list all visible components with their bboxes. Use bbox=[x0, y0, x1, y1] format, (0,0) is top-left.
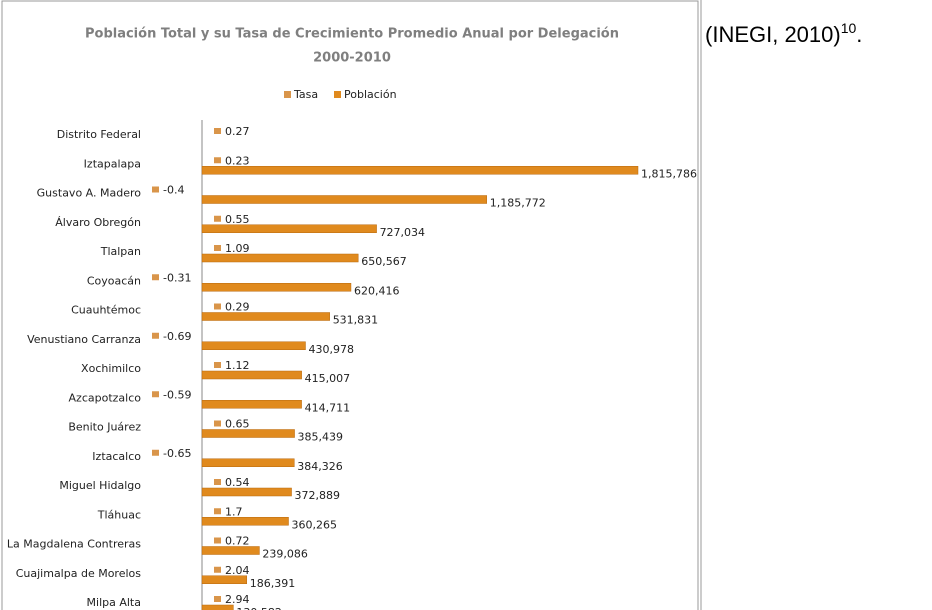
tasa-label-key bbox=[214, 596, 221, 602]
poblacion-label: 1,815,786 bbox=[641, 167, 697, 180]
category-label: Cuauhtémoc bbox=[71, 304, 141, 317]
category-label: Miguel Hidalgo bbox=[59, 479, 141, 492]
tasa-label: 0.27 bbox=[225, 125, 250, 138]
category-label: Cuajimalpa de Morelos bbox=[16, 567, 142, 580]
category-label: Distrito Federal bbox=[57, 128, 141, 141]
poblacion-bar bbox=[201, 429, 295, 438]
legend-swatch bbox=[284, 91, 291, 98]
poblacion-label: 1,185,772 bbox=[490, 197, 546, 210]
chart-frame bbox=[1, 0, 699, 610]
tasa-label: 0.55 bbox=[225, 213, 250, 226]
tasa-label: 0.65 bbox=[225, 418, 250, 431]
tasa-label-key bbox=[214, 245, 221, 251]
citation-end: . bbox=[856, 22, 862, 47]
tasa-label-key bbox=[214, 362, 221, 368]
category-label: Álvaro Obregón bbox=[55, 216, 141, 229]
tasa-label-key bbox=[152, 332, 159, 339]
tasa-label-key bbox=[214, 215, 221, 222]
poblacion-label: 415,007 bbox=[305, 372, 351, 385]
tasa-label: -0.65 bbox=[163, 447, 191, 460]
poblacion-bar bbox=[201, 575, 248, 584]
poblacion-label: 384,326 bbox=[297, 460, 343, 473]
tasa-label: -0.69 bbox=[163, 330, 191, 343]
poblacion-bar bbox=[201, 224, 377, 233]
poblacion-label: 186,391 bbox=[250, 577, 296, 590]
poblacion-bar bbox=[201, 195, 487, 204]
tasa-label-key bbox=[214, 537, 221, 544]
citation-sup: 10 bbox=[841, 20, 857, 36]
poblacion-label: 130,582 bbox=[236, 606, 281, 610]
tasa-label-key bbox=[152, 274, 159, 281]
tasa-label: 0.54 bbox=[225, 476, 250, 489]
tasa-label: 0.23 bbox=[225, 154, 250, 167]
category-label: Iztacalco bbox=[92, 450, 141, 463]
tasa-label: 2.04 bbox=[225, 564, 250, 577]
poblacion-label: 727,034 bbox=[380, 226, 426, 239]
poblacion-label: 239,086 bbox=[262, 548, 308, 561]
category-label: Iztapalapa bbox=[84, 157, 141, 170]
category-label: Xochimilco bbox=[81, 362, 141, 375]
legend-label: Población bbox=[344, 88, 397, 101]
chart-title: Población Total y su Tasa de Crecimiento… bbox=[85, 27, 619, 42]
poblacion-label: 620,416 bbox=[354, 284, 400, 297]
tasa-label-key bbox=[152, 186, 159, 193]
legend-swatch bbox=[334, 91, 341, 98]
poblacion-bar bbox=[201, 487, 292, 497]
tasa-label-key bbox=[214, 566, 221, 573]
poblacion-bar bbox=[201, 400, 302, 409]
tasa-label: 1.7 bbox=[225, 505, 243, 518]
category-label: Venustiano Carranza bbox=[27, 333, 141, 346]
poblacion-label: 360,265 bbox=[292, 518, 338, 531]
category-label: Tláhuac bbox=[97, 508, 141, 521]
tasa-label: 0.72 bbox=[225, 535, 250, 548]
tasa-label-key bbox=[214, 128, 221, 134]
category-label: Azcapotzalco bbox=[69, 391, 142, 404]
tasa-label-key bbox=[152, 449, 159, 456]
category-label: La Magdalena Contreras bbox=[7, 538, 141, 551]
category-label: Gustavo A. Madero bbox=[37, 187, 142, 200]
tasa-label: 2.94 bbox=[225, 593, 250, 606]
legend-label: Tasa bbox=[293, 88, 318, 101]
poblacion-label: 531,831 bbox=[333, 314, 379, 327]
category-label: Benito Juárez bbox=[68, 421, 141, 434]
poblacion-label: 650,567 bbox=[361, 255, 407, 268]
tasa-label: -0.31 bbox=[163, 271, 191, 284]
tasa-label: 1.12 bbox=[225, 359, 250, 372]
poblacion-bar bbox=[201, 283, 352, 292]
category-label: Milpa Alta bbox=[87, 596, 141, 609]
citation-text: (INEGI, 2010) bbox=[705, 22, 841, 47]
poblacion-bar bbox=[201, 604, 234, 610]
tasa-label: -0.59 bbox=[163, 388, 191, 401]
tasa-label-key bbox=[214, 303, 221, 310]
chart-subtitle: 2000-2010 bbox=[313, 51, 391, 66]
tasa-label-key bbox=[152, 391, 159, 398]
tasa-label: 1.09 bbox=[225, 242, 250, 255]
poblacion-bar bbox=[201, 517, 289, 526]
category-label: Tlalpan bbox=[100, 245, 141, 258]
citation: (INEGI, 2010)10. bbox=[705, 20, 862, 47]
tasa-label-key bbox=[214, 479, 221, 485]
poblacion-bar bbox=[201, 166, 639, 175]
tasa-label: 0.29 bbox=[225, 301, 250, 314]
tasa-label-key bbox=[214, 420, 221, 427]
poblacion-label: 385,439 bbox=[298, 431, 344, 444]
poblacion-bar bbox=[201, 341, 306, 350]
tasa-label: -0.4 bbox=[163, 184, 184, 197]
poblacion-bar bbox=[201, 312, 330, 321]
tasa-label-key bbox=[214, 157, 221, 164]
poblacion-bar bbox=[201, 458, 295, 467]
category-label: Coyoacán bbox=[87, 274, 141, 287]
poblacion-label: 372,889 bbox=[295, 489, 341, 502]
poblacion-label: 414,711 bbox=[305, 401, 351, 414]
poblacion-bar bbox=[201, 370, 302, 380]
poblacion-bar bbox=[201, 253, 359, 263]
tasa-label-key bbox=[214, 508, 221, 515]
poblacion-label: 430,978 bbox=[308, 343, 354, 356]
poblacion-bar bbox=[201, 546, 260, 555]
